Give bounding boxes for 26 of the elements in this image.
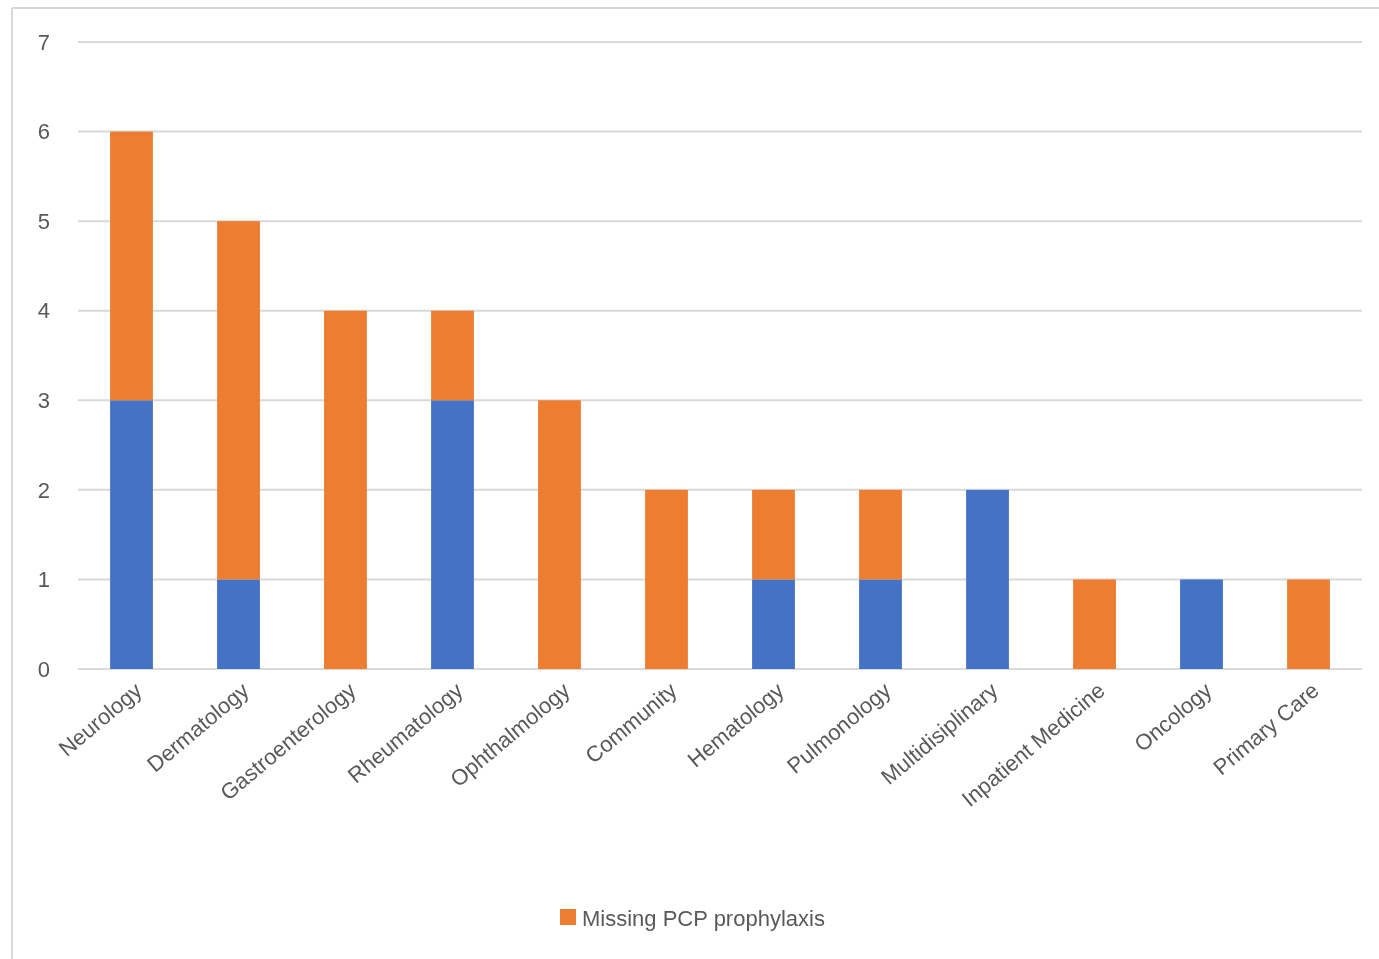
bar: [324, 310, 367, 669]
bar: [859, 579, 902, 669]
bar: [431, 310, 474, 401]
y-tick-label: 6: [37, 119, 50, 145]
bar: [538, 400, 581, 669]
bar: [110, 400, 153, 669]
bar: [645, 489, 688, 669]
bar: [110, 131, 153, 401]
bar: [1073, 579, 1116, 669]
y-tick-label: 5: [37, 208, 50, 234]
bar: [217, 221, 260, 580]
bar: [1287, 579, 1330, 669]
bar: [752, 579, 795, 669]
y-tick-label: 3: [37, 387, 50, 413]
y-tick-label: 0: [37, 656, 50, 682]
y-tick-label: 4: [37, 298, 50, 324]
bar: [217, 579, 260, 669]
y-tick-label: 7: [37, 29, 50, 55]
legend-label: Missing PCP prophylaxis: [582, 905, 825, 931]
bar: [431, 400, 474, 669]
y-tick-label: 1: [37, 567, 50, 593]
y-tick-label: 2: [37, 477, 50, 503]
bar: [966, 489, 1009, 669]
bar: [1180, 579, 1223, 669]
bar: [752, 489, 795, 580]
bar: [859, 489, 902, 580]
